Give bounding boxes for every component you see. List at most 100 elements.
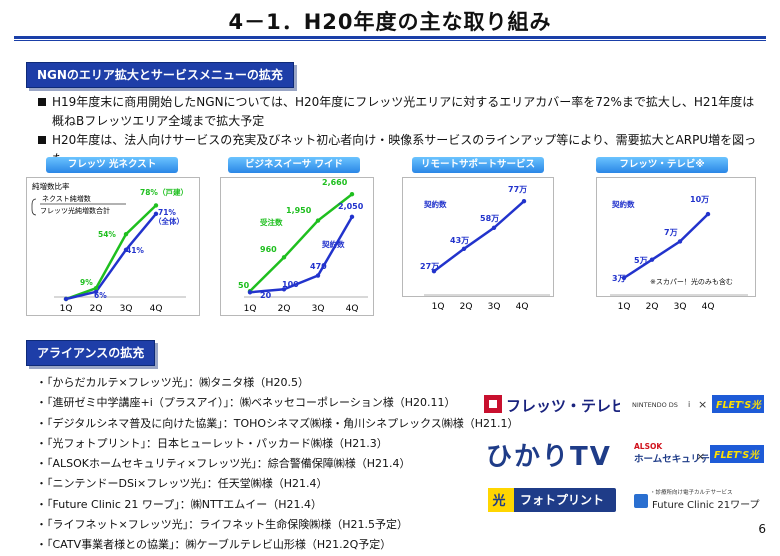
chart-next-tick-label: 2Q	[90, 304, 103, 314]
future-clinic-logo-mark	[634, 494, 648, 508]
chart-tv-label: 5万	[634, 256, 648, 265]
page-number: 6	[758, 522, 766, 536]
chart-biz-keiyaku-point	[281, 287, 287, 292]
cross-text: ×	[696, 450, 705, 463]
chart-biz-label: 20	[260, 291, 272, 300]
chart-tv-label: 10万	[690, 195, 709, 204]
alliance-list: ・「からだカルテ×フレッツ光」：㈱タニタ様（H20.5） ・「進研ゼミ中学講座+…	[36, 373, 519, 556]
title-rule-bottom	[14, 40, 766, 41]
chart-biz-keiyaku-point	[247, 290, 253, 295]
chart-remote: 契約数 27万 43万 58万 77万 1Q 2Q 3Q 4Q	[420, 185, 550, 312]
alliance-item: ・「からだカルテ×フレッツ光」：㈱タニタ様（H20.5）	[36, 376, 309, 389]
chart-remote-label: 58万	[480, 214, 499, 223]
hikari-tv-logo: ひかりTV	[486, 442, 612, 472]
page-title: 4－1．H20年度の主な取り組み	[228, 10, 552, 34]
chart-biz-title: ビジネスイーサ ワイド	[228, 157, 360, 173]
chart-tv-label: 3万	[612, 274, 626, 283]
hikari-tv-logo-text: ひかりTV	[486, 442, 612, 472]
bullet-line: H19年度末に商用開始したNGNについては、H20年度にフレッツ光エリアに対する…	[52, 95, 755, 109]
chart-tv-tick-label: 3Q	[674, 302, 687, 312]
cross-text: ×	[698, 398, 707, 411]
chart-tv-frame	[596, 177, 756, 297]
chart-tv-point	[677, 239, 683, 244]
chart-remote-point	[491, 225, 497, 230]
chart-remote-point	[461, 246, 467, 251]
chart-biz-tick-label: 4Q	[346, 304, 359, 314]
chart-biz-series-name: 受注数	[260, 217, 283, 227]
chart-tv-point	[705, 211, 711, 217]
chart-tv-series-line	[623, 213, 709, 279]
flets-tv-logo-text: フレッツ・テレビ	[506, 397, 620, 415]
chart-remote-frame	[402, 177, 554, 297]
chart-tv-tick-label: 4Q	[702, 302, 715, 312]
chart-next-title: フレッツ 光ネクスト	[46, 157, 178, 173]
chart-remote-series-line	[433, 200, 525, 273]
chart-biz-label: 2,660	[322, 178, 348, 187]
chart-remote-series-name: 契約数	[423, 199, 447, 209]
chart-biz-tick-label: 1Q	[244, 304, 257, 314]
chart-next-series-zentai-line	[65, 212, 157, 301]
chart-biz-label: 100	[282, 280, 299, 289]
nintendo-i-text: i	[688, 400, 690, 409]
chart-biz-tick-label: 3Q	[312, 304, 325, 314]
alsok-sub-text: ホームセキュリティ	[634, 454, 719, 465]
chart-next-zentai-point	[63, 296, 69, 302]
alliance-item: ・「ライフネット×フレッツ光」：ライフネット生命保険㈱様（H21.5予定）	[36, 518, 408, 532]
bullet-square-icon	[38, 136, 46, 144]
chart-biz-label: 1,950	[286, 206, 312, 215]
chart-next-label: 9%	[80, 278, 93, 287]
flets-hikari-text: FLET'S光	[714, 449, 760, 461]
chart-next-tick-label: 4Q	[150, 304, 163, 314]
flets-tv-logo: フレッツ・テレビ	[484, 395, 620, 415]
alliance-item: ・「進研ゼミ中学講座+i（プラスアイ）」：㈱ベネッセコーポレーション様（H20.…	[36, 396, 456, 410]
alliance-item: ・「光フォトプリント」：日本ヒューレット・パッカード㈱様（H21.3）	[36, 436, 388, 450]
chart-next: 純増数比率 ネクスト純増数 フレッツ光純増数合計 78%（戸建） 71%（全体）…	[31, 181, 188, 314]
chart-remote-tick-label: 3Q	[488, 302, 501, 312]
chart-tv-title: フレッツ・テレビ※	[596, 157, 728, 173]
chart-biz-juchu-point	[281, 255, 287, 260]
bullet-item: H19年度末に商用開始したNGNについては、H20年度にフレッツ光エリアに対する…	[38, 93, 768, 131]
chart-remote-label: 43万	[450, 236, 469, 245]
alliance-item: ・「デジタルシネマ普及に向けた協業」：TOHOシネマズ㈱様・角川シネプレックス㈱…	[36, 416, 519, 430]
chart-next-zentai-point	[123, 247, 129, 252]
chart-tv-label: 7万	[664, 228, 678, 237]
alliance-item: ・「Future Clinic 21 ワープ」：㈱NTTエムイー（H21.4）	[36, 497, 322, 511]
section-alliance-header: アライアンスの拡充	[26, 340, 156, 366]
chart-tv-series-name: 契約数	[611, 199, 635, 209]
chart-remote-point	[521, 199, 527, 204]
flets-hikari-badge	[712, 395, 764, 413]
chart-next-legend-den: フレッツ光純増数合計	[40, 206, 110, 215]
chart-biz-label: 470	[310, 262, 327, 271]
chart-next-label: 41%	[126, 246, 144, 255]
chart-tv: 契約数 3万 5万 7万 10万 ※スカパー！光のみも含む 1Q 2Q 3Q 4Q	[610, 195, 748, 312]
flets-hikari-badge	[710, 445, 764, 463]
chart-biz-frame	[220, 177, 374, 316]
chart-next-label: 71%（全体）	[154, 208, 184, 226]
alsok-text: ALSOK	[634, 442, 663, 451]
chart-biz-series-name: 契約数	[321, 239, 345, 249]
chart-remote-tick-label: 4Q	[516, 302, 529, 312]
section-ngn-header: NGNのエリア拡大とサービスメニューの拡充	[26, 62, 294, 88]
chart-biz-label: 50	[238, 281, 250, 290]
chart-biz-keiyaku-point	[315, 273, 321, 278]
chart-next-kodate-point	[123, 232, 129, 237]
chart-biz: 2,660 1,950 960 受注数 2,050 契約数 470 100 50…	[238, 178, 368, 314]
chart-remote-label: 27万	[420, 262, 439, 271]
chart-biz-series-juchu-line	[249, 193, 353, 293]
chart-biz-label: 2,050	[338, 202, 364, 211]
chart-next-label: 78%（戸建）	[140, 187, 188, 197]
chart-tv-point	[649, 257, 655, 262]
bullet-list: H19年度末に商用開始したNGNについては、H20年度にフレッツ光エリアに対する…	[38, 93, 768, 169]
bullet-line: 概ねBフレッツエリア全域まで拡大予定	[52, 114, 265, 128]
chart-remote-point	[431, 269, 437, 274]
chart-tv-tick-label: 1Q	[618, 302, 631, 312]
alliance-item: ・「ニンテンドーDSi×フレッツ光」：任天堂㈱様（H21.4）	[36, 477, 328, 491]
chart-next-legend-title: 純増数比率	[32, 181, 70, 191]
chart-tv-tick-label: 2Q	[646, 302, 659, 312]
chart-remote-label: 77万	[508, 185, 527, 194]
chart-remote-tick-label: 1Q	[432, 302, 445, 312]
chart-next-legend-brace	[31, 198, 37, 216]
photo-print-logo-mark	[488, 488, 514, 512]
photo-print-logo: 光 フォトプリント	[488, 488, 616, 512]
chart-biz-tick-label: 2Q	[278, 304, 291, 314]
